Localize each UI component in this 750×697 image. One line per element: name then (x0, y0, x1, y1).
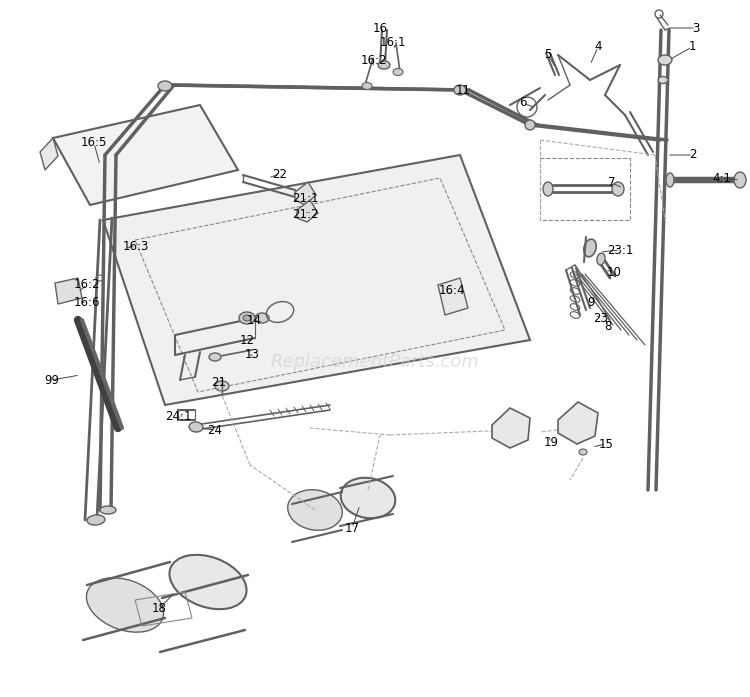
Polygon shape (438, 278, 468, 315)
Polygon shape (297, 200, 318, 222)
Ellipse shape (209, 353, 221, 361)
Ellipse shape (666, 173, 674, 187)
Text: 6: 6 (519, 96, 526, 109)
Text: 23: 23 (593, 312, 608, 325)
Text: 10: 10 (607, 266, 622, 279)
Ellipse shape (100, 506, 116, 514)
Text: 9: 9 (587, 296, 595, 309)
Text: 15: 15 (598, 438, 613, 450)
Ellipse shape (189, 422, 203, 432)
Ellipse shape (658, 55, 672, 65)
Polygon shape (295, 182, 316, 205)
Text: 5: 5 (544, 49, 552, 61)
Ellipse shape (158, 81, 172, 91)
Ellipse shape (362, 82, 372, 89)
Text: 16:4: 16:4 (439, 284, 465, 296)
Text: 11: 11 (455, 84, 470, 98)
Ellipse shape (658, 77, 668, 84)
Text: 21:1: 21:1 (292, 192, 318, 206)
Text: 16:5: 16:5 (81, 137, 107, 149)
Text: 16:3: 16:3 (123, 240, 149, 252)
Ellipse shape (87, 515, 105, 525)
Ellipse shape (734, 172, 746, 188)
Ellipse shape (243, 315, 251, 321)
Text: 7: 7 (608, 176, 616, 190)
Polygon shape (492, 408, 530, 448)
Ellipse shape (597, 253, 605, 265)
Polygon shape (55, 278, 82, 304)
Text: 21:2: 21:2 (292, 208, 318, 222)
Text: 12: 12 (239, 333, 254, 346)
Text: 2: 2 (689, 148, 697, 162)
Ellipse shape (288, 490, 342, 530)
Text: 24: 24 (208, 424, 223, 436)
Polygon shape (558, 402, 598, 444)
Ellipse shape (584, 239, 596, 256)
Ellipse shape (255, 313, 269, 323)
Text: 23:1: 23:1 (607, 243, 633, 256)
Text: 14: 14 (247, 314, 262, 326)
Ellipse shape (612, 182, 624, 196)
Text: 16:2: 16:2 (74, 279, 100, 291)
Ellipse shape (579, 449, 587, 455)
Polygon shape (40, 138, 58, 170)
Ellipse shape (378, 61, 390, 69)
Ellipse shape (86, 578, 164, 632)
Text: 24:1: 24:1 (165, 410, 191, 422)
Text: 16:2: 16:2 (361, 54, 387, 66)
Polygon shape (53, 105, 238, 205)
Text: 16: 16 (373, 22, 388, 34)
Text: 17: 17 (344, 521, 359, 535)
Ellipse shape (525, 120, 535, 130)
Polygon shape (103, 155, 530, 405)
Text: 4:1: 4:1 (712, 171, 731, 185)
Text: 22: 22 (272, 167, 287, 181)
Text: 16:1: 16:1 (380, 36, 406, 49)
Ellipse shape (239, 312, 255, 324)
Text: 18: 18 (152, 602, 166, 615)
Ellipse shape (170, 555, 247, 609)
Text: 99: 99 (44, 374, 59, 387)
Text: 21: 21 (211, 376, 226, 390)
Ellipse shape (215, 381, 229, 391)
Text: 13: 13 (244, 348, 260, 362)
Text: 16:6: 16:6 (74, 296, 100, 309)
Text: ReplacementParts.com: ReplacementParts.com (271, 353, 479, 372)
Ellipse shape (454, 85, 466, 95)
Text: 4: 4 (594, 40, 602, 54)
Text: 3: 3 (692, 22, 700, 34)
Text: 1: 1 (688, 40, 696, 54)
Text: 19: 19 (544, 436, 559, 448)
Ellipse shape (393, 68, 403, 75)
Text: 8: 8 (604, 319, 612, 332)
Ellipse shape (340, 477, 395, 519)
Ellipse shape (543, 182, 553, 196)
